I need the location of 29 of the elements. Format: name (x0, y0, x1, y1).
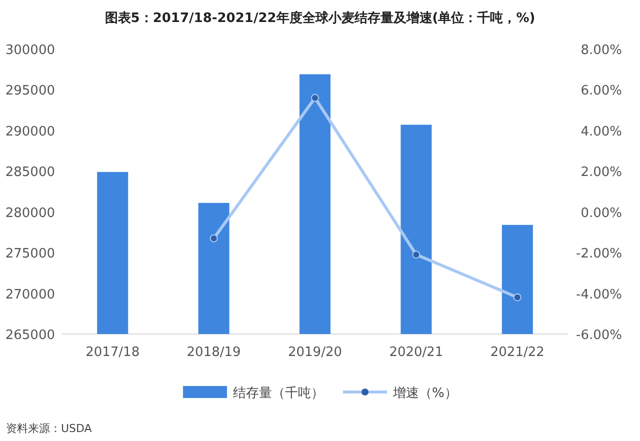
y-tick-label: 295000 (5, 84, 55, 99)
text: 资料来源：USDA (6, 422, 92, 435)
y2-tick-label: 0.00% (580, 206, 622, 221)
legend-label: 结存量（千吨） (233, 386, 324, 401)
x-tick-label: 2020/21 (389, 345, 444, 360)
x-tick-label: 2019/20 (288, 345, 342, 360)
point (513, 293, 522, 302)
y2-tick-label: 8.00% (580, 43, 622, 58)
y2-tick-label: -2.00% (576, 246, 622, 262)
y-tick-label: 265000 (5, 328, 55, 343)
x-tick-label: 2017/18 (86, 345, 140, 360)
y2-tick-label: 6.00% (580, 84, 622, 99)
point (311, 94, 319, 102)
x-tick-label: 2018/19 (186, 345, 241, 360)
y-tick-label: 270000 (5, 287, 55, 302)
y-tick-label: 275000 (5, 246, 55, 262)
point (412, 250, 420, 259)
legend-label: 增速（%） (392, 386, 458, 401)
y2-tick-label: -6.00% (576, 328, 622, 343)
y-tick-label: 290000 (5, 124, 55, 140)
y-tick-label: 285000 (5, 165, 55, 180)
y-tick-label: 280000 (5, 206, 55, 221)
chart-title: 图表5：2017/18-2021/22年度全球小麦结存量及增速(单位：千吨，%) (104, 10, 536, 26)
x-tick-label: 2021/22 (490, 345, 544, 360)
y-tick-label: 300000 (5, 43, 55, 58)
y2-tick-label: -4.00% (576, 287, 622, 302)
y2-tick-label: 2.00% (580, 165, 622, 180)
point (210, 234, 218, 242)
y2-tick-label: 4.00% (580, 124, 622, 140)
